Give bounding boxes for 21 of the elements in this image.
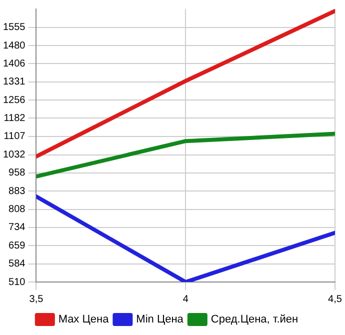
y-tick-label: 584 (8, 258, 26, 270)
y-tick-label: 734 (8, 222, 26, 234)
y-tick-label: 808 (8, 204, 26, 216)
y-tick-label: 1555 (2, 22, 26, 34)
y-tick-label: 1331 (2, 76, 26, 88)
y-tick-label: 1406 (2, 58, 26, 70)
y-tick-label: 1107 (4, 131, 26, 142)
legend-label: Сред.Цена, т.йен (210, 314, 298, 326)
y-tick-label: 1480 (2, 40, 26, 52)
y-tick-label: 1032 (2, 150, 26, 161)
y-tick-label: 659 (8, 240, 26, 252)
legend-label: Max Цена (58, 314, 110, 326)
y-tick-label: 510 (8, 276, 26, 288)
legend-label: Min Цена (136, 314, 184, 326)
y-tick-label: 958 (8, 168, 26, 179)
x-tick-label: 4 (182, 294, 189, 305)
y-tick-label: 1182 (4, 112, 26, 124)
x-tick-label: 3,5 (29, 294, 44, 305)
y-tick-label: 883 (8, 186, 26, 197)
y-tick-label: 1256 (2, 94, 26, 106)
x-tick-label: 4,5 (328, 294, 342, 305)
